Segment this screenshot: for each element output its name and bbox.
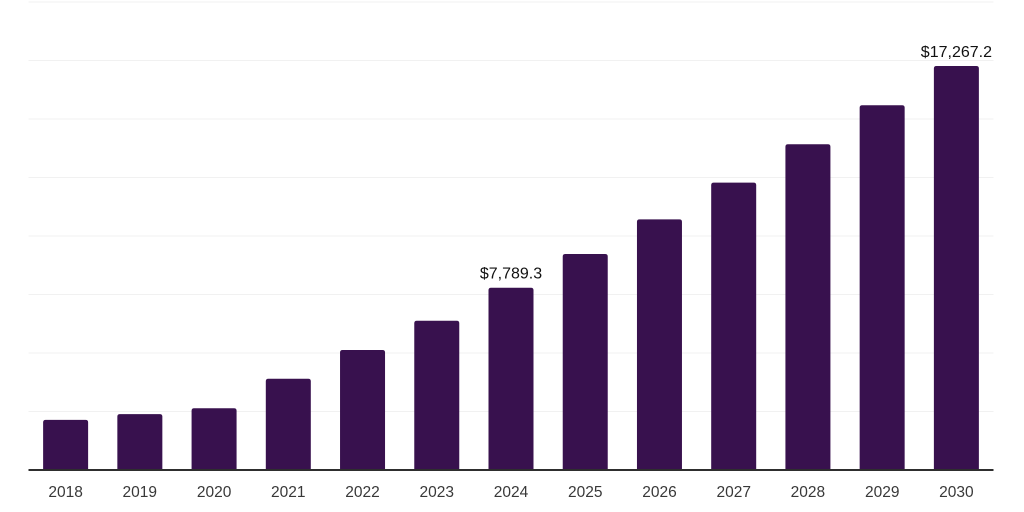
x-tick-label-2029: 2029: [865, 484, 899, 501]
value-labels: $7,789.3 $17,267.2: [480, 44, 992, 283]
value-label-2024: $7,789.3: [480, 266, 542, 283]
x-tick-label-2025: 2025: [568, 484, 602, 501]
x-tick-label-2019: 2019: [123, 484, 157, 501]
bar-2018: [43, 419, 89, 470]
bar-2029: [859, 105, 905, 470]
bar-2020: [191, 408, 237, 470]
bar-2023: [414, 320, 460, 470]
x-tick-label-2024: 2024: [494, 484, 529, 501]
bar-2026: [636, 219, 682, 470]
bars: [43, 65, 979, 471]
x-tick-label-2023: 2023: [420, 484, 454, 501]
bar-2022: [340, 349, 386, 470]
x-tick-label-2022: 2022: [345, 484, 379, 501]
x-tick-label-2020: 2020: [197, 484, 232, 501]
x-tick-label-2030: 2030: [939, 484, 974, 501]
x-tick-label-2018: 2018: [48, 484, 82, 501]
bar-2021: [265, 378, 311, 470]
bar-2030: [933, 65, 979, 471]
x-tick-label-2026: 2026: [642, 484, 676, 501]
value-label-2030: $17,267.2: [921, 44, 992, 61]
x-tick-label-2021: 2021: [271, 484, 305, 501]
bar-2019: [117, 414, 163, 470]
bar-2024: [488, 287, 534, 470]
bar-2028: [785, 144, 831, 470]
bar-2027: [711, 182, 757, 470]
x-axis-labels: 2018 2019 2020 2021 2022 2023 2024 2025 2026 2027…: [48, 484, 974, 501]
x-tick-label-2027: 2027: [716, 484, 750, 501]
bar-2025: [562, 254, 608, 470]
x-tick-label-2028: 2028: [791, 484, 825, 501]
